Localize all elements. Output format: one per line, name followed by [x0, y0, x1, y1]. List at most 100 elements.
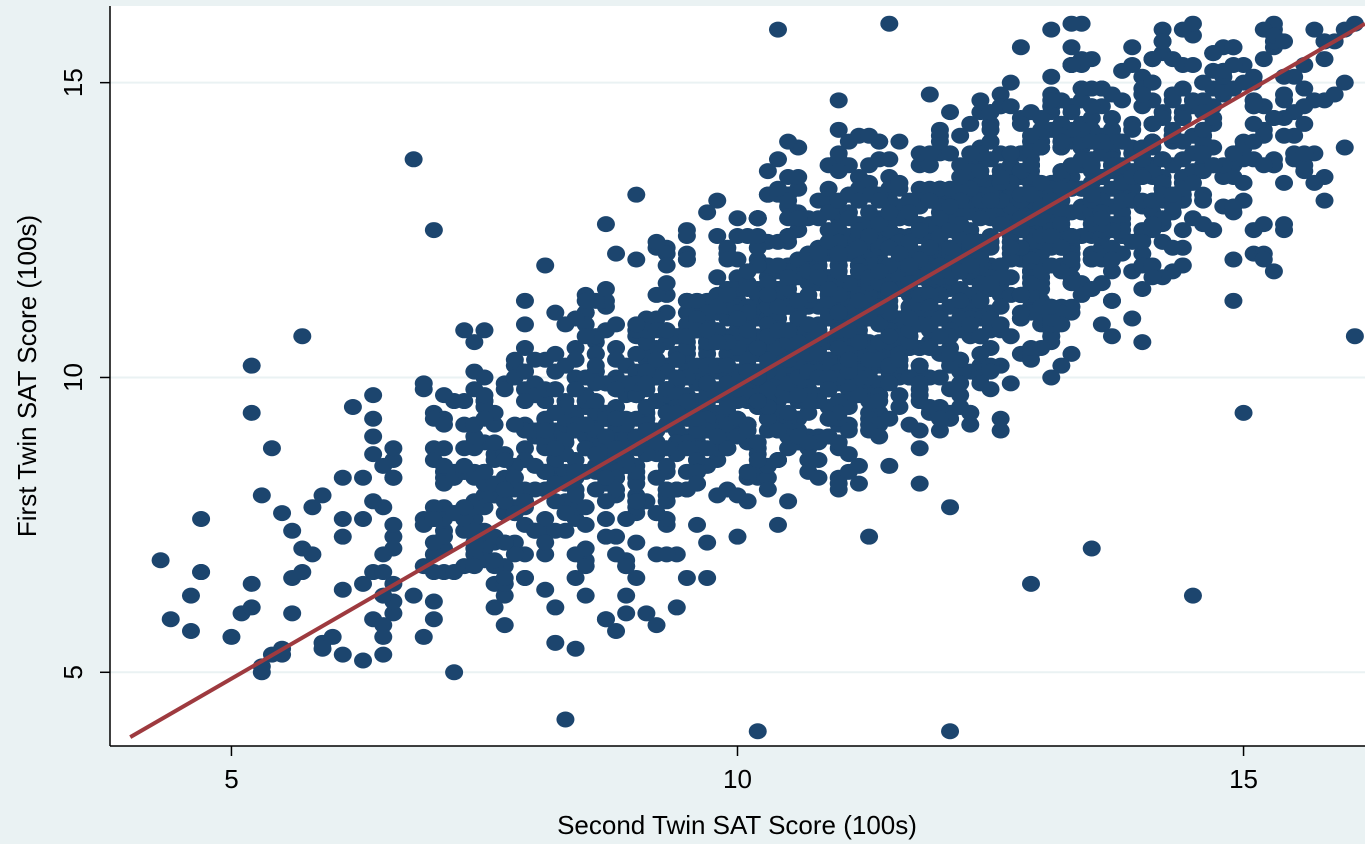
y-axis-ticks: 5 10 15: [58, 68, 110, 680]
data-point: [1315, 168, 1334, 185]
data-point: [961, 404, 980, 421]
y-axis-title: First Twin SAT Score (100s): [12, 215, 42, 537]
data-point: [1204, 222, 1223, 239]
data-point: [1032, 339, 1051, 356]
data-point: [1335, 74, 1354, 91]
data-point: [870, 192, 889, 209]
data-point: [1082, 281, 1101, 298]
data-point: [951, 127, 970, 144]
data-point: [374, 628, 393, 645]
data-point: [1062, 56, 1081, 73]
data-point: [1001, 98, 1020, 115]
data-point: [1345, 328, 1364, 345]
data-point: [1042, 369, 1061, 386]
data-point: [647, 469, 666, 486]
data-point: [961, 316, 980, 333]
data-point: [475, 410, 494, 427]
data-point: [718, 251, 737, 268]
data-point: [475, 322, 494, 339]
data-point: [941, 499, 960, 516]
data-point: [495, 481, 514, 498]
data-point: [1042, 68, 1061, 85]
data-point: [1335, 139, 1354, 156]
data-point: [374, 617, 393, 634]
data-point: [677, 569, 696, 586]
data-point: [860, 127, 879, 144]
data-point: [313, 640, 332, 657]
x-tick-label: 10: [723, 764, 752, 794]
data-point: [789, 387, 808, 404]
fit-line: [129, 21, 1365, 739]
data-point: [1052, 357, 1071, 374]
data-point: [708, 334, 727, 351]
data-point: [1042, 21, 1061, 38]
data-point: [1143, 51, 1162, 68]
data-point: [617, 510, 636, 527]
data-point: [1032, 139, 1051, 156]
data-point: [637, 334, 656, 351]
data-point: [677, 339, 696, 356]
data-point: [1204, 62, 1223, 79]
data-point: [566, 351, 585, 368]
data-point: [920, 180, 939, 197]
data-point: [1204, 45, 1223, 62]
data-point: [829, 245, 848, 262]
data-point: [566, 640, 585, 657]
data-point: [708, 269, 727, 286]
data-point: [870, 316, 889, 333]
data-point: [829, 121, 848, 138]
data-point: [1123, 56, 1142, 73]
data-point: [546, 304, 565, 321]
data-point: [1082, 98, 1101, 115]
data-point: [698, 345, 717, 362]
data-point: [1194, 145, 1213, 162]
data-point: [880, 151, 899, 168]
data-point: [1153, 33, 1172, 50]
data-point: [839, 351, 858, 368]
data-point: [870, 393, 889, 410]
data-point: [1022, 127, 1041, 144]
data-point: [364, 446, 383, 463]
data-point: [688, 475, 707, 492]
data-point: [1325, 86, 1344, 103]
data-point: [242, 357, 261, 374]
data-point: [495, 534, 514, 551]
data-point: [930, 133, 949, 150]
data-point: [829, 192, 848, 209]
data-point: [354, 510, 373, 527]
data-point: [1315, 192, 1334, 209]
data-point: [961, 233, 980, 250]
data-point: [819, 381, 838, 398]
data-point: [758, 286, 777, 303]
data-point: [515, 339, 534, 356]
data-point: [941, 239, 960, 256]
data-point: [688, 422, 707, 439]
data-point: [758, 275, 777, 292]
data-point: [1062, 157, 1081, 174]
data-point: [1173, 80, 1192, 97]
data-point: [1183, 56, 1202, 73]
data-point: [485, 552, 504, 569]
data-point: [1082, 251, 1101, 268]
data-point: [779, 493, 798, 510]
data-point: [1295, 157, 1314, 174]
data-point: [779, 281, 798, 298]
data-point: [1194, 121, 1213, 138]
data-point: [789, 428, 808, 445]
data-point: [849, 334, 868, 351]
data-point: [586, 481, 605, 498]
data-point: [880, 375, 899, 392]
data-point: [1143, 74, 1162, 91]
data-point: [1244, 222, 1263, 239]
data-point: [1022, 157, 1041, 174]
data-point: [1153, 21, 1172, 38]
data-point: [657, 440, 676, 457]
data-point: [789, 292, 808, 309]
data-point: [1133, 245, 1152, 262]
data-point: [647, 286, 666, 303]
data-point: [880, 204, 899, 221]
data-point: [505, 351, 524, 368]
data-point: [779, 269, 798, 286]
data-point: [758, 351, 777, 368]
data-point: [860, 227, 879, 244]
